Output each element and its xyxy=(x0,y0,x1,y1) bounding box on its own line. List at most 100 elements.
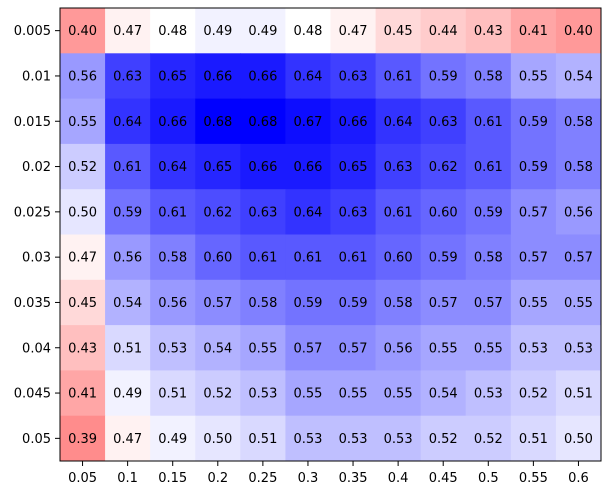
heatmap-cell xyxy=(285,370,331,417)
cell-value-label: 0.52 xyxy=(519,387,548,402)
heatmap-cell xyxy=(60,189,106,235)
y-tick-label: 0.04 xyxy=(22,341,51,356)
cell-value-label: 0.58 xyxy=(474,251,503,266)
cell-value-label: 0.49 xyxy=(203,24,232,39)
heatmap-cell xyxy=(420,53,467,100)
cell-value-label: 0.59 xyxy=(474,205,503,220)
cell-value-label: 0.52 xyxy=(474,432,503,447)
cell-value-label: 0.57 xyxy=(519,205,548,220)
x-tick-label: 0.35 xyxy=(339,471,368,486)
heatmap-cell xyxy=(510,98,557,145)
heatmap-cell xyxy=(195,143,241,190)
heatmap-cell xyxy=(285,98,331,145)
heatmap-cell xyxy=(420,415,467,462)
x-tick-label: 0.15 xyxy=(158,471,187,486)
heatmap-cell xyxy=(285,234,331,281)
cell-value-label: 0.53 xyxy=(339,432,368,447)
heatmap-cell xyxy=(285,8,331,54)
cell-value-label: 0.51 xyxy=(113,341,142,356)
heatmap-cell xyxy=(510,234,557,281)
heatmap-cell xyxy=(105,279,151,326)
cell-value-label: 0.66 xyxy=(248,69,277,84)
cell-value-label: 0.53 xyxy=(293,432,322,447)
heatmap-cell xyxy=(240,53,286,100)
heatmap-cell xyxy=(105,189,151,235)
heatmap-cell xyxy=(375,234,422,281)
heatmap-cell xyxy=(420,370,467,417)
cell-value-label: 0.59 xyxy=(339,296,368,311)
heatmap-cell xyxy=(510,8,557,54)
heatmap-cell xyxy=(510,143,557,190)
cell-value-label: 0.61 xyxy=(474,160,503,175)
cell-value-label: 0.61 xyxy=(339,251,368,266)
cell-value-label: 0.56 xyxy=(113,251,142,266)
cell-value-label: 0.55 xyxy=(474,341,503,356)
cell-value-label: 0.47 xyxy=(68,251,97,266)
cell-value-label: 0.57 xyxy=(429,296,458,311)
cell-value-label: 0.64 xyxy=(113,115,142,130)
heatmap-cell xyxy=(330,98,377,145)
heatmap-cell xyxy=(195,8,241,54)
cell-value-label: 0.61 xyxy=(113,160,142,175)
heatmap-cell xyxy=(510,325,557,371)
cell-value-label: 0.61 xyxy=(384,205,413,220)
cell-value-label: 0.60 xyxy=(203,251,232,266)
heatmap-cell xyxy=(510,189,557,235)
heatmap-cell xyxy=(555,189,602,235)
y-tick-label: 0.025 xyxy=(14,205,51,220)
cell-value-label: 0.55 xyxy=(248,341,277,356)
heatmap-cell xyxy=(555,234,602,281)
cell-value-label: 0.55 xyxy=(519,69,548,84)
cell-value-label: 0.45 xyxy=(68,296,97,311)
heatmap-cell xyxy=(375,143,422,190)
cell-value-label: 0.51 xyxy=(158,387,187,402)
cell-value-label: 0.57 xyxy=(519,251,548,266)
cell-value-label: 0.48 xyxy=(293,24,322,39)
heatmap-cell xyxy=(150,53,196,100)
heatmap-cell xyxy=(105,98,151,145)
cell-value-label: 0.64 xyxy=(158,160,187,175)
cell-value-label: 0.45 xyxy=(384,24,413,39)
cell-value-label: 0.55 xyxy=(293,387,322,402)
heatmap-cell xyxy=(375,189,422,235)
heatmap-cell xyxy=(510,279,557,326)
heatmap-cell xyxy=(420,98,467,145)
heatmap-cell xyxy=(420,143,467,190)
heatmap-cell xyxy=(240,189,286,235)
heatmap-cell xyxy=(465,98,512,145)
cell-value-label: 0.57 xyxy=(564,251,593,266)
heatmap-cell xyxy=(420,8,467,54)
cell-value-label: 0.54 xyxy=(113,296,142,311)
heatmap-cell xyxy=(60,8,106,54)
heatmap-cell xyxy=(240,415,286,462)
cell-value-label: 0.56 xyxy=(158,296,187,311)
cell-value-label: 0.65 xyxy=(203,160,232,175)
cell-value-label: 0.54 xyxy=(429,387,458,402)
heatmap-cell xyxy=(240,8,286,54)
cell-value-label: 0.63 xyxy=(384,160,413,175)
heatmap-cell xyxy=(150,325,196,371)
cell-value-label: 0.53 xyxy=(158,341,187,356)
heatmap-cell xyxy=(555,98,602,145)
heatmap-cell xyxy=(465,415,512,462)
heatmap-cell xyxy=(105,370,151,417)
cell-value-label: 0.47 xyxy=(113,24,142,39)
heatmap-cell xyxy=(105,8,151,54)
cell-value-label: 0.55 xyxy=(339,387,368,402)
heatmap-cell xyxy=(60,234,106,281)
y-tick-label: 0.05 xyxy=(22,432,51,447)
heatmap-cell xyxy=(150,279,196,326)
x-tick-label: 0.1 xyxy=(117,471,138,486)
cell-value-label: 0.53 xyxy=(564,341,593,356)
heatmap-cell xyxy=(555,370,602,417)
heatmap-cell xyxy=(285,279,331,326)
x-tick-label: 0.3 xyxy=(298,471,319,486)
heatmap-cell xyxy=(195,98,241,145)
heatmap-cell xyxy=(105,53,151,100)
cell-value-label: 0.61 xyxy=(293,251,322,266)
cell-value-label: 0.67 xyxy=(293,115,322,130)
heatmap-cell xyxy=(510,53,557,100)
cell-value-label: 0.63 xyxy=(339,69,368,84)
cell-value-label: 0.58 xyxy=(564,160,593,175)
cell-value-label: 0.43 xyxy=(68,341,97,356)
